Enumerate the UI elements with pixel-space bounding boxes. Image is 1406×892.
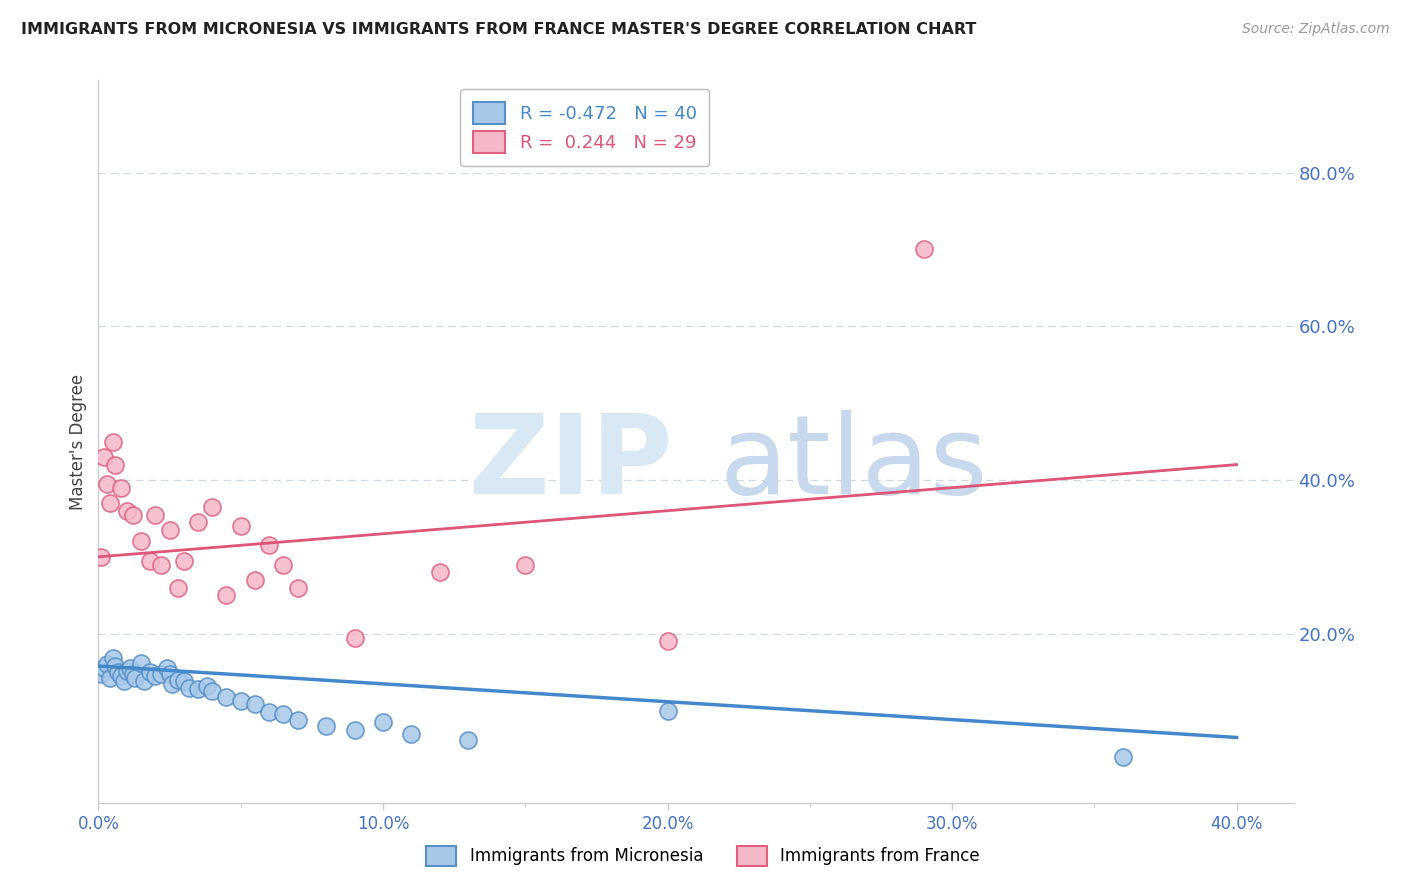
Point <box>143 669 166 683</box>
Point <box>229 694 252 708</box>
Point <box>162 676 184 690</box>
Point <box>215 690 238 704</box>
Point <box>1112 749 1135 764</box>
Point <box>167 673 190 687</box>
Point <box>93 661 115 675</box>
Legend: Immigrants from Micronesia, Immigrants from France: Immigrants from Micronesia, Immigrants f… <box>413 832 993 880</box>
Point <box>101 651 124 665</box>
Point <box>159 666 181 681</box>
Point <box>150 558 173 572</box>
Point <box>138 665 160 680</box>
Legend: R = -0.472   N = 40, R =  0.244   N = 29: R = -0.472 N = 40, R = 0.244 N = 29 <box>460 89 709 166</box>
Point <box>98 496 121 510</box>
Point <box>104 659 127 673</box>
Point <box>401 726 423 740</box>
Point <box>129 534 152 549</box>
Point <box>195 679 218 693</box>
Point <box>90 549 112 564</box>
Point <box>110 669 132 683</box>
Point <box>138 554 160 568</box>
Y-axis label: Master's Degree: Master's Degree <box>69 374 87 509</box>
Point <box>429 565 451 579</box>
Point <box>129 656 152 670</box>
Point <box>273 707 295 722</box>
Point <box>143 508 166 522</box>
Point <box>90 666 112 681</box>
Point <box>121 508 143 522</box>
Point <box>287 581 309 595</box>
Point <box>104 458 127 472</box>
Point <box>315 719 337 733</box>
Point <box>201 684 224 698</box>
Point <box>657 704 679 718</box>
Point <box>273 558 295 572</box>
Point <box>121 666 143 681</box>
Point <box>110 481 132 495</box>
Text: IMMIGRANTS FROM MICRONESIA VS IMMIGRANTS FROM FRANCE MASTER'S DEGREE CORRELATION: IMMIGRANTS FROM MICRONESIA VS IMMIGRANTS… <box>21 22 976 37</box>
Point <box>112 674 135 689</box>
Point <box>124 671 146 685</box>
Point <box>179 681 201 695</box>
Point <box>229 519 252 533</box>
Point <box>167 581 190 595</box>
Text: Source: ZipAtlas.com: Source: ZipAtlas.com <box>1241 22 1389 37</box>
Point <box>243 698 266 712</box>
Point <box>457 732 479 747</box>
Point <box>150 666 173 681</box>
Point <box>187 515 209 529</box>
Point <box>287 713 309 727</box>
Point <box>243 573 266 587</box>
Text: ZIP: ZIP <box>468 409 672 516</box>
Point <box>159 523 181 537</box>
Point <box>201 500 224 514</box>
Point <box>98 671 121 685</box>
Point <box>343 631 366 645</box>
Point <box>657 634 679 648</box>
Point <box>101 434 124 449</box>
Point <box>115 504 138 518</box>
Point <box>96 476 118 491</box>
Point <box>257 705 280 719</box>
Point <box>173 674 195 689</box>
Point <box>156 661 179 675</box>
Point <box>215 588 238 602</box>
Point <box>515 558 537 572</box>
Point <box>115 664 138 678</box>
Point <box>187 681 209 696</box>
Point <box>173 554 195 568</box>
Point <box>118 661 141 675</box>
Text: atlas: atlas <box>720 409 988 516</box>
Point <box>93 450 115 464</box>
Point <box>132 674 155 689</box>
Point <box>343 723 366 737</box>
Point <box>257 538 280 552</box>
Point <box>96 657 118 672</box>
Point <box>912 243 935 257</box>
Point <box>107 665 129 680</box>
Point <box>371 715 394 730</box>
